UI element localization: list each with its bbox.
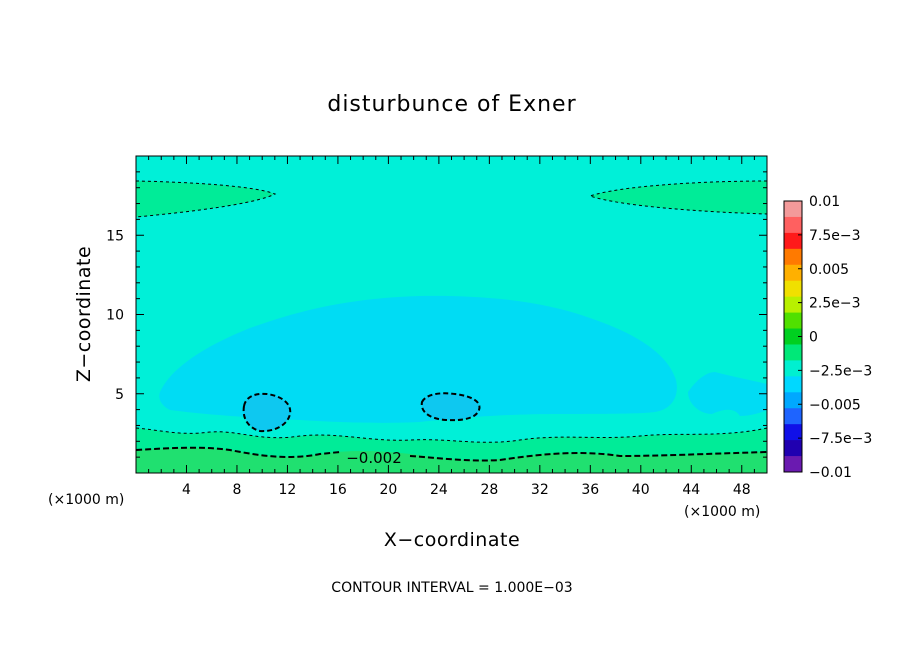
colorbar-swatch: [784, 456, 802, 473]
lower-negative-cell-right: [421, 393, 480, 421]
chart-title: disturbunce of Exner: [327, 92, 576, 117]
x-tick-label: 44: [682, 482, 700, 498]
contour-top-left: [136, 180, 277, 218]
colorbar-swatch: [784, 376, 802, 393]
negative-region: [159, 295, 677, 423]
x-tick-label: 24: [430, 482, 448, 498]
colorbar-swatch: [784, 264, 802, 282]
y-tick-label: 5: [115, 387, 124, 403]
x-tick-label: 16: [329, 482, 347, 498]
colorbar-tick-label: −0.01: [809, 465, 852, 481]
contour-minus-0-002: [136, 446, 341, 458]
colorbar-swatch: [784, 280, 802, 298]
colorbar: 0.01 7.5e−3 0.005 2.5e−3 0 −2.5e−3 −0.005 −7.5e…: [783, 194, 872, 481]
colorbar-swatch: [784, 360, 802, 377]
y-axis-label: Z−coordinate: [73, 246, 95, 382]
colorbar-tick-label: 2.5e−3: [809, 296, 861, 312]
contour-interval-text: CONTOUR INTERVAL = 1.000E−03: [331, 580, 572, 596]
x-tick-label: 32: [531, 482, 549, 498]
x-unit-right: (×1000 m): [684, 504, 760, 520]
colorbar-swatch: [784, 392, 802, 409]
x-tick-label: 28: [480, 482, 498, 498]
x-tick-label: 40: [632, 482, 650, 498]
colorbar-swatch: [784, 424, 802, 441]
contour-near-zero: [136, 427, 767, 443]
colorbar-swatch: [784, 248, 802, 266]
contour-minus-0-002-right: [409, 451, 767, 462]
negative-region-right: [688, 372, 767, 416]
colorbar-swatch: [784, 328, 802, 345]
colorbar-swatch: [784, 440, 802, 457]
x-tick-label: 36: [581, 482, 599, 498]
plot-frame: [135, 155, 768, 474]
x-tick-label: 48: [733, 482, 751, 498]
top-right-band: [590, 181, 767, 214]
x-axis-label: X−coordinate: [384, 529, 520, 551]
colorbar-tick-label: 7.5e−3: [809, 228, 861, 244]
contour-cell-right: [420, 392, 481, 422]
x-unit-left: (×1000 m): [48, 492, 124, 508]
colorbar-tick-label: 0.01: [809, 194, 840, 210]
colorbar-tick-label: 0.005: [809, 262, 849, 278]
colorbar-swatch: [784, 312, 802, 330]
colorbar-tick-label: −0.005: [809, 397, 861, 413]
colorbar-swatch: [784, 201, 802, 218]
colorbar-swatch: [784, 344, 802, 361]
colorbar-swatch: [784, 216, 802, 234]
colorbar-swatch: [784, 408, 802, 425]
x-tick-label: 8: [232, 482, 241, 498]
y-tick-label: 10: [106, 308, 124, 324]
colorbar-tick-label: −7.5e−3: [809, 431, 872, 447]
y-ticks: 5 10 15: [106, 171, 767, 458]
x-tick-label: 20: [379, 482, 397, 498]
colorbar-swatch: [784, 232, 802, 250]
y-tick-label: 15: [106, 228, 124, 244]
contour-cell-left: [242, 392, 292, 433]
plot-area: [136, 156, 767, 473]
x-tick-label: 12: [279, 482, 297, 498]
x-ticks: 4 8 12 16 20 24 28 32 36 40 44 48: [148, 156, 755, 498]
x-tick-label: 4: [182, 482, 191, 498]
lower-negative-cell-left: [243, 393, 291, 432]
colorbar-tick-label: −2.5e−3: [809, 363, 872, 379]
contour-label: −0.002: [346, 449, 402, 467]
top-left-band: [136, 181, 275, 217]
colorbar-tick-label: 0: [809, 330, 818, 346]
colorbar-swatch: [784, 296, 802, 314]
